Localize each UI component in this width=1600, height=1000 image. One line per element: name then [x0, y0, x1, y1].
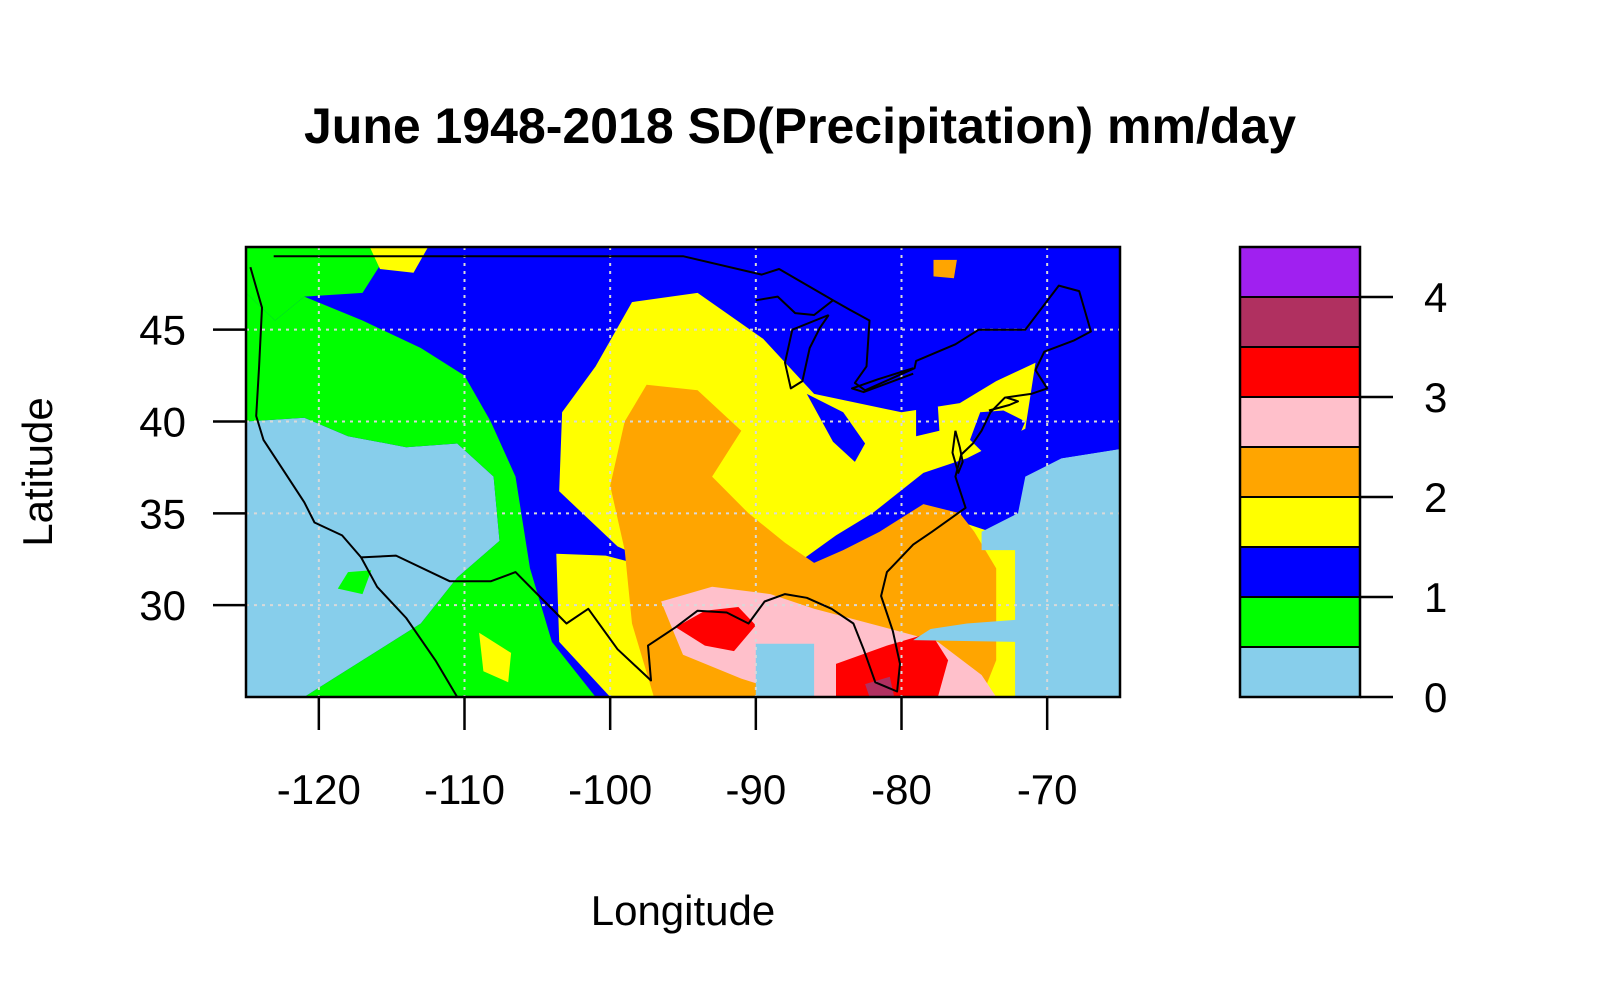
colorbar-swatch: [1239, 246, 1361, 298]
boundary-lake-superior-michigan: [755, 295, 834, 316]
gridlines: [246, 247, 1120, 697]
x-axis: -120 -110 -100 -90 -80 -70: [277, 697, 1078, 813]
region-yellow-north-spot: [369, 247, 429, 273]
region-ocean-atlantic: [913, 449, 1120, 697]
colorbar-tick-label: 4: [1424, 274, 1447, 321]
colorbar-frame: [1238, 245, 1362, 699]
boundary-mexico-coast: [360, 556, 459, 697]
y-tick-label: 40: [139, 398, 186, 445]
x-tick-label: -110: [424, 766, 505, 813]
boundary-lines: [249, 255, 1092, 697]
region-green-spot-mexico: [337, 570, 372, 595]
x-tick-label: -90: [725, 766, 786, 813]
map-plot-area: [244, 245, 1122, 699]
boundary-long-island: [988, 396, 1019, 412]
colorbar-tick-label: 2: [1424, 474, 1447, 521]
region-northwest-green: [246, 247, 392, 321]
colorbar-swatch: [1239, 346, 1361, 398]
colorbar-swatch: [1239, 296, 1361, 348]
colorbar-swatch: [1239, 396, 1361, 448]
colorbar-swatch: [1239, 446, 1361, 498]
x-tick-label: -70: [1017, 766, 1078, 813]
colorbar-tick-label: 3: [1424, 374, 1447, 421]
region-interior-west: [246, 292, 596, 697]
boundary-lake-erie: [851, 367, 914, 394]
boundary-chesapeake: [951, 430, 964, 474]
y-tick-label: 35: [139, 490, 186, 537]
colorbar-swatch: [1239, 646, 1361, 698]
y-axis-label: Latitude: [14, 397, 61, 546]
colorbar-legend: 0 1 2 3 4: [1238, 245, 1447, 721]
y-tick-label: 45: [139, 307, 186, 354]
colorbar-swatch: [1239, 596, 1361, 648]
x-tick-label: -100: [568, 766, 652, 813]
region-blue-lake-michigan: [806, 393, 866, 462]
region-blue-mid-atlantic: [916, 397, 940, 437]
colorbar-swatch: [1239, 496, 1361, 548]
boundary-lake-michigan: [784, 314, 830, 390]
x-tick-label: -120: [277, 766, 361, 813]
colorbar-tick-label: 0: [1424, 674, 1447, 721]
contour-fills: [246, 247, 1120, 697]
chart-title: June 1948-2018 SD(Precipitation) mm/day: [304, 98, 1296, 154]
region-maroon-florida: [865, 676, 895, 697]
region-ocean-gulf: [755, 643, 815, 697]
y-axis: 30 35 40 45: [139, 307, 246, 629]
y-tick-label: 30: [139, 582, 186, 629]
x-axis-label: Longitude: [591, 887, 776, 934]
colorbar-swatch: [1239, 546, 1361, 598]
plot-frame: [244, 245, 1122, 699]
boundary-us-border: [249, 255, 1092, 693]
region-blue-atlantic-edge: [1061, 403, 1120, 459]
x-tick-label: -80: [871, 766, 932, 813]
region-orange-canada-spot: [933, 259, 957, 279]
colorbar-tick-label: 1: [1424, 574, 1447, 621]
region-yellow-west-spot: [479, 632, 512, 683]
region-red-florida: [836, 632, 949, 697]
